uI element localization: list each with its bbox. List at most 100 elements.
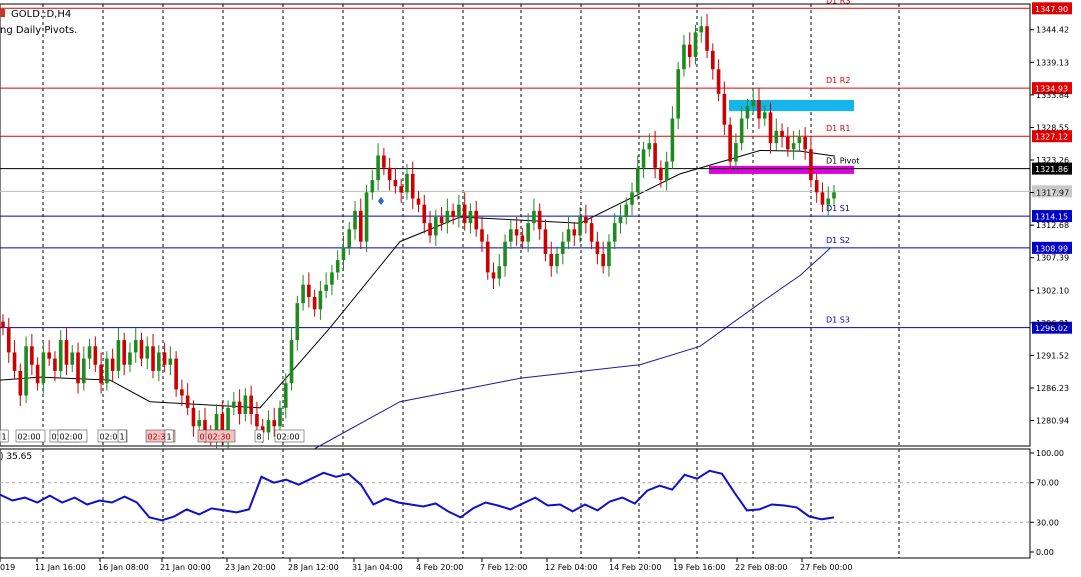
price-tag-text: 1314.15 [1035, 213, 1068, 222]
candle-body [566, 229, 571, 242]
candle-body [618, 216, 623, 224]
candle-body [12, 352, 17, 371]
current-price-tag [1032, 185, 1072, 198]
candle-body [139, 340, 144, 359]
candle-body [1, 321, 5, 328]
osc-frame [0, 448, 1031, 559]
candle-body [826, 198, 831, 205]
candle-body [237, 401, 242, 414]
candle-body [47, 352, 51, 359]
axis-tick-label: 1291.52 [1036, 351, 1069, 360]
candle-body [295, 303, 300, 341]
pivot-level-label: D1 S2 [826, 236, 850, 245]
candle-body [607, 241, 611, 267]
candle-body [185, 395, 190, 408]
session-marker-box [117, 429, 127, 443]
time-tick-label: 019 [0, 563, 15, 572]
session-marker-text: 02:30 [208, 433, 231, 442]
session-marker-box [15, 429, 46, 443]
axis-tick-label: 1312.68 [1036, 221, 1069, 230]
candle-body [266, 420, 271, 433]
chart-grid [0, 3, 1031, 559]
osc-axis-tick-label: 0.00 [1036, 548, 1054, 557]
candle-body [509, 229, 513, 242]
candle-body [128, 352, 132, 365]
candle-body [728, 124, 732, 162]
candle-body [376, 155, 380, 181]
candle-body [99, 364, 103, 384]
ma-long-layer [314, 248, 831, 449]
candle-body [405, 173, 409, 193]
candle-body [526, 223, 530, 242]
candle-body [428, 223, 432, 236]
candle-body [64, 340, 69, 365]
candle-body [647, 143, 652, 150]
candle-body [480, 229, 484, 242]
candle-body [382, 155, 386, 168]
price-tag-text: 1327.12 [1035, 133, 1068, 142]
symbol-timeframe-label: GOLD.:D,H4 [11, 9, 72, 20]
candle-body [174, 358, 178, 390]
candle-body [774, 130, 779, 144]
candle-body [122, 340, 126, 365]
session-marker-text: 02:00 [60, 433, 83, 442]
candle-body [41, 352, 46, 384]
price-axis: 1344.42 1339.13 1333.84 1328.55 1323.26 1317.… [1030, 26, 1069, 557]
candle-body [162, 352, 167, 365]
session-marker-box [254, 429, 264, 443]
candle-body [358, 210, 363, 242]
candle-body [145, 346, 150, 359]
candle-body [676, 69, 680, 119]
price-tag [1032, 162, 1072, 175]
candle-body [324, 284, 328, 291]
candle-body [572, 229, 577, 236]
time-tick-label: 14 Feb 20:00 [609, 563, 661, 572]
session-marker-text: 1 [167, 433, 172, 442]
candle-body [699, 26, 704, 33]
candle-body [682, 44, 686, 70]
pivot-level-label: D1 Pivot [826, 157, 859, 166]
candle-body [58, 340, 63, 371]
price-tag-text: 1334.93 [1035, 85, 1068, 94]
candle-body [670, 118, 675, 162]
pivot-zone [709, 165, 854, 174]
candle-body [584, 216, 588, 224]
candle-body [711, 50, 715, 70]
session-marker-text: 02:01 [100, 433, 123, 442]
axis-tick-label: 1296.81 [1036, 319, 1069, 328]
candle-body [18, 370, 23, 396]
candle-body [532, 210, 536, 224]
candle-body [768, 112, 773, 144]
candle-body [439, 216, 444, 224]
candle-body [560, 241, 565, 254]
candle-body [116, 340, 121, 371]
pivot-level-label: D1 R2 [826, 76, 850, 85]
axis-tick-label: 1307.39 [1036, 254, 1069, 263]
axis-tick-label: 1328.55 [1036, 123, 1069, 132]
candle-body [803, 136, 807, 150]
oscillator-label: ) 35.65 [0, 452, 33, 462]
candle-body [578, 216, 582, 236]
axis-tick-label: 1302.10 [1036, 286, 1069, 295]
time-tick-label: 23 Jan 20:00 [225, 563, 276, 572]
pivot-level-label: D1 R3 [826, 0, 850, 5]
session-marker-text: 1 [120, 433, 125, 442]
time-axis: 019 11 Jan 16:00 16 Jan 08:00 21 Jan 00:00 2… [0, 558, 852, 572]
candle-body [468, 210, 473, 224]
candle-body [497, 266, 502, 279]
session-marker-text: 02:00 [277, 433, 300, 442]
time-tick-label: 31 Jan 04:00 [352, 563, 403, 572]
candle-body [81, 358, 86, 384]
candle-body [226, 407, 230, 439]
candle-body [318, 290, 323, 310]
candle-body [364, 192, 369, 242]
price-tag [1032, 130, 1072, 143]
candle-body [6, 327, 11, 353]
session-marker-box [57, 429, 88, 443]
candle-body [370, 180, 375, 193]
candle-body [514, 229, 519, 236]
candle-body [491, 272, 496, 279]
price-tag-text: 1296.02 [1035, 324, 1068, 333]
price-tag [1032, 2, 1072, 15]
